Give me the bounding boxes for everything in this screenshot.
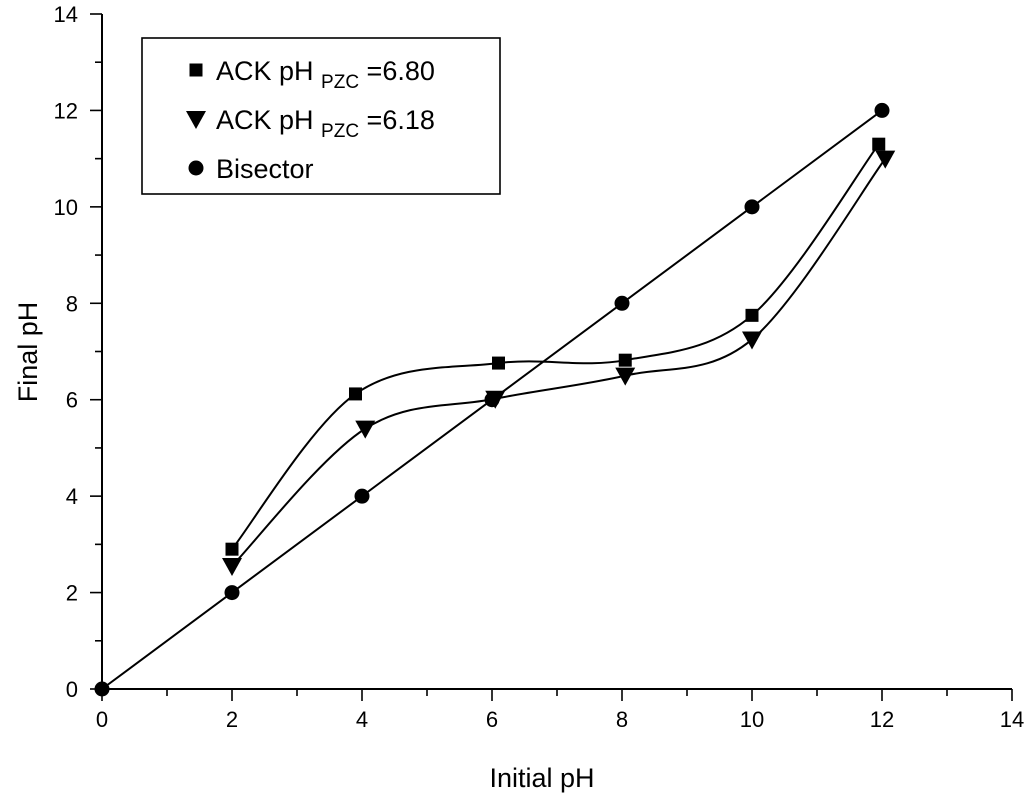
x-tick-label: 4: [356, 707, 368, 732]
series-0-curve: [231, 143, 880, 550]
series-2-point: [224, 585, 240, 601]
series-2-point: [744, 199, 760, 215]
y-tick-label: 0: [66, 677, 78, 702]
series-2-point: [484, 392, 500, 408]
y-tick-label: 10: [54, 195, 78, 220]
series-0-point: [872, 137, 886, 151]
ticks: 0 2 4 6 8 10 12 14 0 2 4 6 8 10 12 14: [54, 2, 1024, 732]
series-1-point: [875, 150, 896, 169]
series-markers: [94, 102, 896, 697]
legend-marker-2: [188, 160, 204, 176]
y-axis-label: Final pH: [13, 302, 43, 403]
x-tick-label: 14: [1000, 707, 1024, 732]
series-1-point: [742, 331, 762, 350]
series-0-point: [618, 353, 632, 367]
y-tick-label: 14: [54, 2, 78, 27]
legend-marker-1: [186, 111, 206, 129]
x-axis-label: Initial pH: [489, 763, 594, 793]
x-tick-label: 2: [226, 707, 238, 732]
series-2-point: [874, 102, 890, 118]
series-0-point: [349, 387, 362, 401]
series-1-point: [222, 558, 242, 577]
legend: ACK pH PZC =6.80 ACK pH PZC =6.18 Bisector: [141, 37, 501, 195]
x-tick-label: 12: [870, 707, 894, 732]
x-tick-label: 0: [96, 707, 108, 732]
series-0-point: [745, 308, 759, 322]
y-tick-label: 6: [66, 388, 78, 413]
x-tick-label: 6: [486, 707, 498, 732]
series-1-point: [615, 367, 636, 386]
series-0-point: [492, 356, 505, 370]
legend-label-2: Bisector: [216, 154, 314, 184]
y-tick-label: 8: [66, 291, 78, 316]
series-2-point: [614, 295, 630, 311]
series-1-curve: [231, 158, 887, 567]
y-tick-label: 4: [66, 484, 78, 509]
legend-label-0: ACK pH PZC =6.80: [216, 56, 435, 93]
series-2-point: [94, 681, 110, 697]
x-tick-label: 10: [740, 707, 764, 732]
series-0-point: [225, 542, 239, 556]
series-1-point: [355, 420, 376, 439]
legend-marker-0: [189, 63, 203, 77]
series-2-point: [354, 488, 370, 504]
x-tick-label: 8: [616, 707, 628, 732]
legend-label-1: ACK pH PZC =6.18: [216, 105, 435, 142]
y-tick-label: 2: [66, 581, 78, 606]
y-tick-label: 12: [54, 98, 78, 123]
